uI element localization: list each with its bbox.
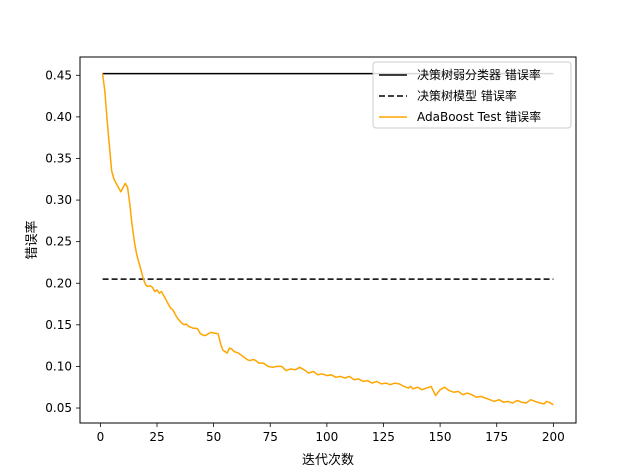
- legend-label: AdaBoost Test 错误率: [417, 109, 541, 124]
- y-tick-label: 0.20: [45, 276, 72, 290]
- x-axis: 0 25 50 75 100 125 150 175 200: [97, 423, 565, 444]
- x-tick-label: 25: [149, 430, 164, 444]
- x-tick-label: 50: [206, 430, 221, 444]
- x-tick-label: 75: [263, 430, 278, 444]
- x-axis-title: 迭代次数: [302, 452, 354, 468]
- y-tick-label: 0.10: [45, 359, 72, 373]
- x-tick-label: 150: [429, 430, 452, 444]
- x-tick-label: 200: [542, 430, 565, 444]
- series-line-3: [101, 73, 554, 406]
- x-tick-label: 0: [97, 430, 105, 444]
- y-tick-label: 0.30: [45, 193, 72, 207]
- legend-box: [372, 61, 572, 129]
- x-tick-label: 125: [372, 430, 395, 444]
- legend-label: 决策树弱分类器 错误率: [417, 67, 541, 82]
- plot-frame: [79, 56, 577, 424]
- x-tick-label: 175: [485, 430, 508, 444]
- y-tick-label: 0.05: [45, 401, 72, 415]
- y-tick-label: 0.15: [45, 318, 72, 332]
- x-tick-label: 100: [315, 430, 338, 444]
- y-tick-label: 0.40: [45, 110, 72, 124]
- y-tick-label: 0.25: [45, 235, 72, 249]
- y-tick-label: 0.35: [45, 151, 72, 165]
- legend-label: 决策树模型 错误率: [417, 88, 517, 103]
- y-axis: 0.05 0.10 0.15 0.20 0.25 0.30 0.35 0.40 0.45: [45, 68, 80, 415]
- y-axis-title: 错误率: [24, 220, 40, 259]
- y-tick-label: 0.45: [45, 68, 72, 82]
